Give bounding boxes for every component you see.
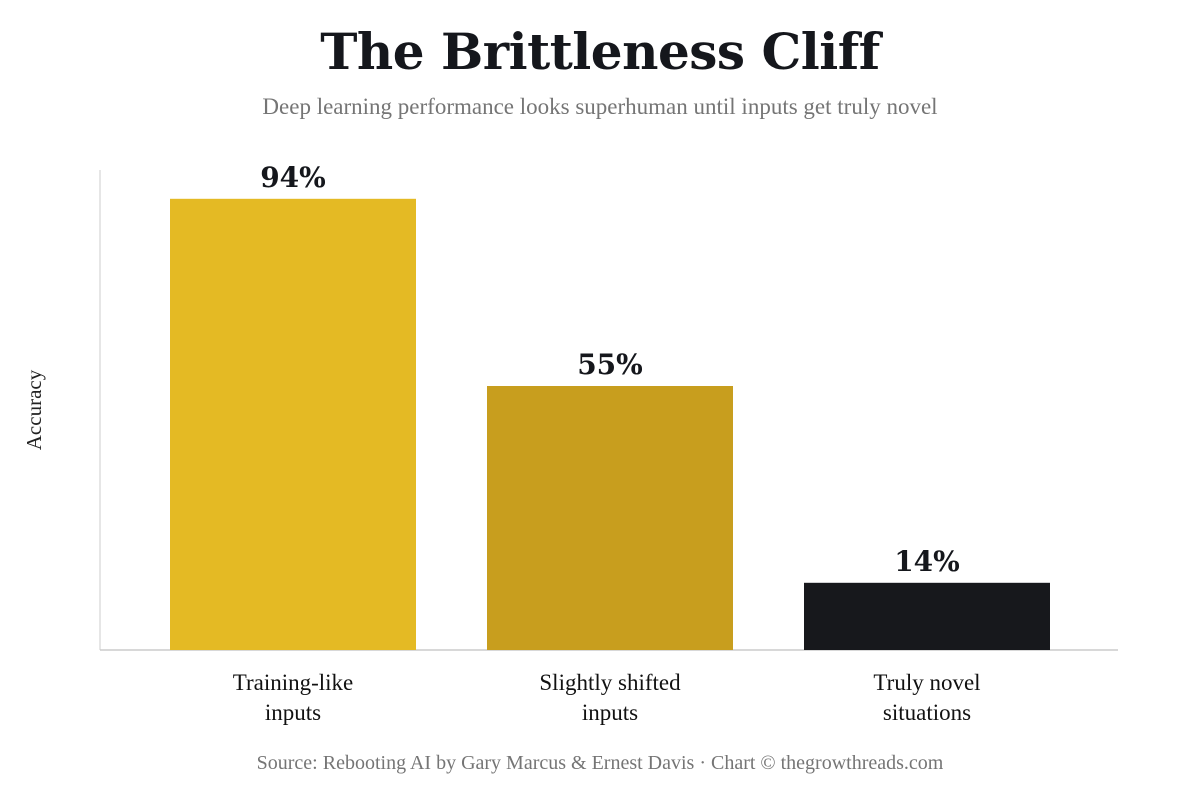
category-label-3: Truly novel situations (873, 670, 980, 725)
bar-value-label-2: 55% (577, 348, 643, 381)
bar-value-label-1: 94% (260, 161, 326, 194)
bars-group: 94% Training-like inputs 55% Slightly shifte… (170, 161, 1050, 725)
bar-value-label-3: 14% (894, 545, 960, 578)
category-label-2: Slightly shifted inputs (539, 670, 681, 725)
bar-1 (170, 198, 416, 651)
category-label-1: Training-like inputs (233, 670, 354, 725)
chart-subtitle: Deep learning performance looks superhum… (262, 94, 938, 119)
source-note: Source: Rebooting AI by Gary Marcus & Er… (256, 752, 944, 774)
y-axis-label: Accuracy (22, 369, 46, 450)
bar-2 (487, 386, 733, 650)
bar-3 (804, 582, 1050, 650)
chart-title: The Brittleness Cliff (320, 22, 880, 81)
